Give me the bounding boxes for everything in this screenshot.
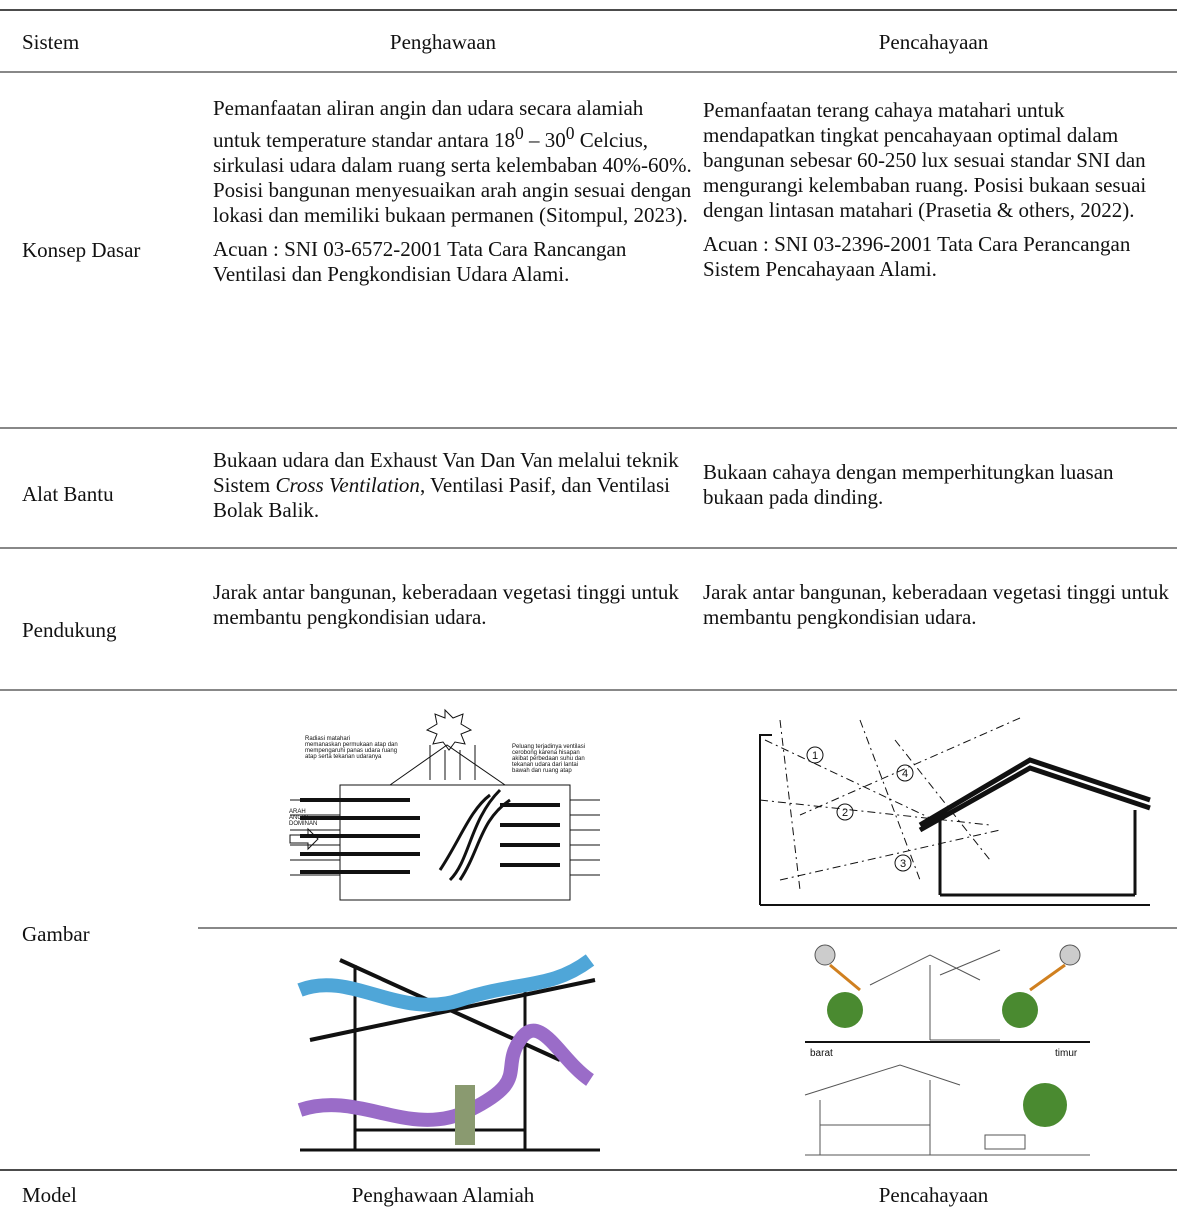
image-label: ANGIN xyxy=(289,815,308,821)
rays xyxy=(429,745,476,780)
cell: Pencahayaan xyxy=(878,1183,989,1207)
house xyxy=(938,810,1137,897)
cell: Bukaan cahaya dengan memperhitungkan lua… xyxy=(703,460,1163,519)
tree xyxy=(1002,992,1038,1028)
stack-flow xyxy=(438,788,511,882)
superscript: 0 xyxy=(515,123,524,143)
row-label: Konsep Dasar xyxy=(22,238,141,262)
image-label: tekanan udara dari lantai xyxy=(512,762,578,768)
header-cell: Pencahayaan xyxy=(878,30,989,54)
header-cell: Sistem xyxy=(22,30,80,54)
image-label: 1 xyxy=(812,750,818,762)
sun xyxy=(814,944,836,966)
text: , Ventilasi Pasif, dan Ventilasi Bolak B… xyxy=(213,473,670,522)
text: Bukaan udara dan Exhaust Van Dan Van mel… xyxy=(213,448,679,497)
paragraph: Bukaan udara dan Exhaust Van Dan Van mel… xyxy=(213,448,693,523)
row-label: Model xyxy=(22,1183,77,1207)
image-label: atap serta tekanan udaranya xyxy=(305,754,382,760)
arrows xyxy=(300,798,560,874)
paragraph: Pemanfaatan terang cahaya matahari untuk… xyxy=(703,98,1147,222)
image-label: mempengaruhi panas udara ruang xyxy=(305,748,397,754)
ventilation-sketch xyxy=(297,954,600,1152)
text: Celcius, sirkulasi udara dalam ruang ser… xyxy=(213,128,692,227)
image-label: Peluang terjadinya ventilasi xyxy=(512,744,585,750)
image-label: 3 xyxy=(900,858,906,870)
image-label: Radiasi matahari xyxy=(305,736,350,742)
text: Pemanfaatan aliran angin dan udara secar… xyxy=(213,96,644,152)
sun xyxy=(1059,944,1081,966)
cell: Bukaan udara dan Exhaust Van Dan Van mel… xyxy=(213,448,693,532)
building xyxy=(804,1064,1090,1156)
marker xyxy=(896,764,914,782)
marker xyxy=(894,854,912,872)
ground-wall xyxy=(759,734,1150,906)
image-label: memanaskan permukaan atap dan xyxy=(305,742,398,748)
airflow xyxy=(297,954,595,1012)
paragraph: Acuan : SNI 03-6572-2001 Tata Cara Ranca… xyxy=(213,237,627,286)
paragraph: Jarak antar bangunan, keberadaan vegetas… xyxy=(703,580,1169,629)
shading-diagram: barat timur xyxy=(804,944,1090,1156)
image-label: cerobong karena hisapan xyxy=(512,750,580,756)
roof xyxy=(388,744,507,786)
paragraph: Bukaan cahaya dengan memperhitungkan lua… xyxy=(703,460,1114,509)
tree xyxy=(1023,1083,1067,1127)
marker xyxy=(836,803,854,821)
paragraph: Acuan : SNI 03-2396-2001 Tata Cara Peran… xyxy=(703,232,1131,281)
building xyxy=(869,949,1001,1041)
airflow xyxy=(297,1023,595,1127)
image-label: barat xyxy=(810,1048,833,1059)
paragraph: Jarak antar bangunan, keberadaan vegetas… xyxy=(213,580,679,629)
italic-text: Cross Ventilation xyxy=(275,473,420,497)
row-label: Alat Bantu xyxy=(22,482,114,506)
image-label: 4 xyxy=(902,768,908,780)
row-label: Pendukung xyxy=(22,618,117,642)
paragraph: Pemanfaatan aliran angin dan udara secar… xyxy=(213,96,693,228)
superscript: 0 xyxy=(565,123,575,143)
cell: Pemanfaatan aliran angin dan udara secar… xyxy=(213,96,693,296)
image-label: timur xyxy=(1055,1048,1078,1059)
person xyxy=(455,1085,475,1145)
marker xyxy=(806,746,824,764)
image-label: ARAH xyxy=(289,809,306,815)
building xyxy=(339,784,571,901)
cell: Pemanfaatan terang cahaya matahari untuk… xyxy=(703,98,1173,291)
tree xyxy=(827,992,863,1028)
wind-arrow xyxy=(289,827,319,851)
cell: Jarak antar bangunan, keberadaan vegetas… xyxy=(703,580,1173,639)
cell: Penghawaan Alamiah xyxy=(351,1183,535,1207)
image-label: 2 xyxy=(842,807,848,819)
image-label: bawah dan ruang atap xyxy=(512,768,572,774)
text: – 30 xyxy=(523,128,566,152)
roof xyxy=(918,757,1151,833)
row-label: Gambar xyxy=(22,922,90,946)
daylight-diagram: 1 2 3 4 xyxy=(759,717,1151,906)
cell: Jarak antar bangunan, keberadaan vegetas… xyxy=(213,580,693,639)
rays xyxy=(759,717,1021,891)
rays xyxy=(829,963,1066,992)
header-cell: Penghawaan xyxy=(389,30,497,54)
image-label: akibat perbedaan suhu dan xyxy=(512,756,585,762)
car xyxy=(984,1134,1026,1150)
image-label: DOMINAN xyxy=(289,821,317,827)
sun xyxy=(425,708,473,751)
